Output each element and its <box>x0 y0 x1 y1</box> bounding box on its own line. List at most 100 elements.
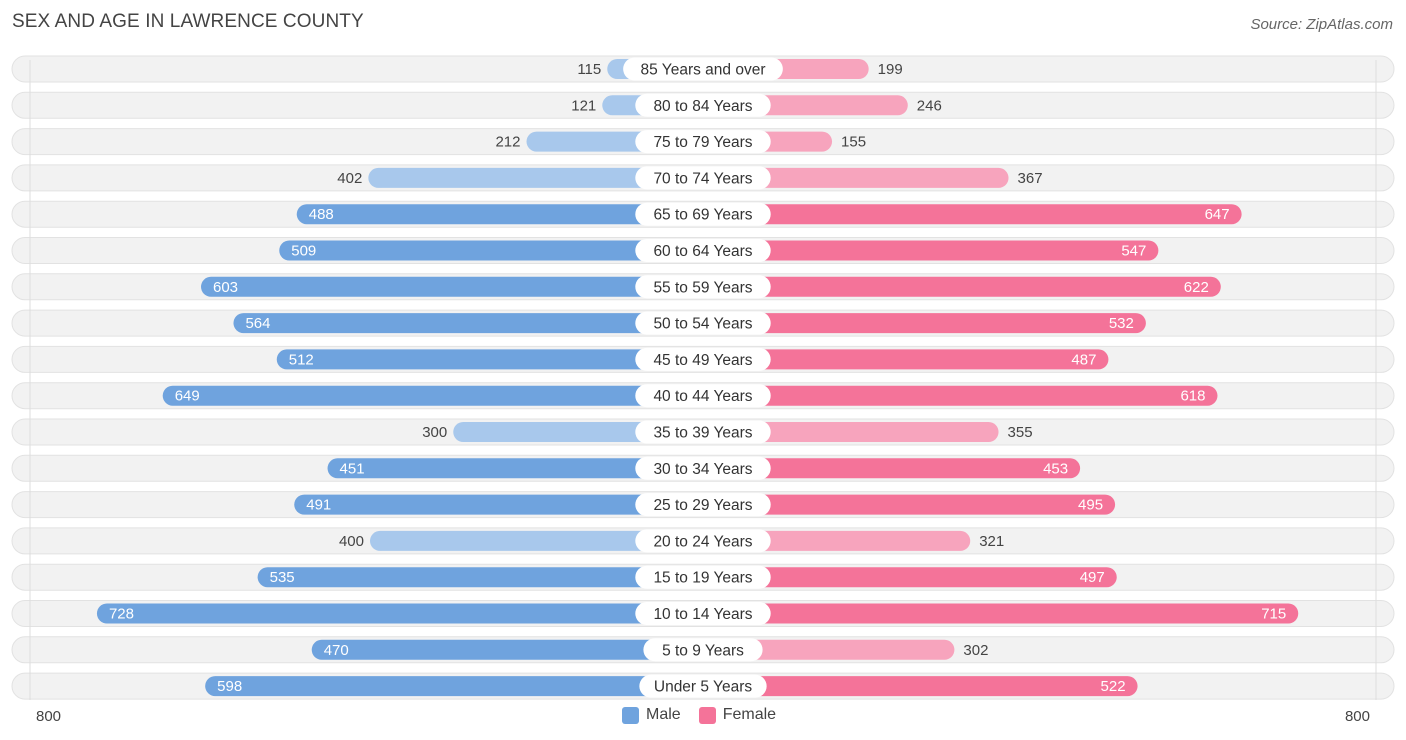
value-label-male: 649 <box>175 388 200 405</box>
category-label: 70 to 74 Years <box>653 170 752 187</box>
category-pill <box>635 166 771 190</box>
category-label: 65 to 69 Years <box>653 207 752 224</box>
value-label-female: 495 <box>1078 497 1103 514</box>
bar-female <box>703 458 1081 479</box>
category-label: 35 to 39 Years <box>653 425 752 442</box>
population-pyramid-chart: 115 199 85 Years and over 121 246 80 to 84 Ye… <box>11 55 1395 700</box>
value-label-male: 115 <box>577 61 601 78</box>
category-pill <box>635 202 771 226</box>
bar-female <box>703 676 1138 697</box>
value-label-female: 355 <box>1008 424 1033 441</box>
bar-female <box>703 167 1009 188</box>
value-label-male: 512 <box>289 351 314 368</box>
category-pill <box>635 565 771 589</box>
value-label-female: 487 <box>1071 351 1096 368</box>
value-label-male: 564 <box>245 315 270 332</box>
bar-female <box>703 530 971 551</box>
value-label-female: 497 <box>1080 569 1105 586</box>
category-label: 45 to 49 Years <box>653 352 752 369</box>
legend-item-female: Female <box>698 706 776 724</box>
category-pill <box>635 311 771 335</box>
category-pill <box>635 93 771 117</box>
legend-swatch-male <box>622 706 639 724</box>
bar-male <box>327 458 703 479</box>
category-label: 50 to 54 Years <box>653 316 752 333</box>
bar-male <box>370 530 703 551</box>
bar-male <box>162 385 703 406</box>
bar-male <box>233 313 703 334</box>
axis-right-label: 800 <box>1344 708 1370 725</box>
value-label-male: 400 <box>339 533 364 550</box>
bar-male <box>257 567 703 588</box>
category-label: 5 to 9 Years <box>662 642 744 659</box>
category-label: 10 to 14 Years <box>653 606 752 623</box>
chart-source: Source: ZipAtlas.com <box>1250 16 1393 33</box>
category-label: 40 to 44 Years <box>653 388 752 405</box>
value-label-male: 121 <box>571 97 596 114</box>
legend-swatch-female <box>698 706 716 724</box>
value-label-female: 453 <box>1043 460 1068 477</box>
value-label-female: 622 <box>1184 279 1209 296</box>
bar-male <box>205 676 704 697</box>
value-label-female: 532 <box>1109 315 1134 332</box>
bar-female <box>703 603 1299 624</box>
value-label-female: 246 <box>917 97 942 114</box>
chart-title: SEX AND AGE IN LAWRENCE COUNTY <box>12 11 364 32</box>
legend-item-male: Male <box>622 706 681 724</box>
category-label: 20 to 24 Years <box>653 533 752 550</box>
value-label-male: 212 <box>495 134 520 151</box>
category-label: Under 5 Years <box>654 679 752 696</box>
bar-female <box>703 204 1242 225</box>
category-pill <box>635 420 771 444</box>
value-label-male: 598 <box>217 678 242 695</box>
legend-label-male: Male <box>646 706 681 723</box>
value-label-male: 402 <box>337 170 362 187</box>
category-pill <box>635 239 771 262</box>
value-label-female: 155 <box>841 134 866 151</box>
value-label-male: 451 <box>340 460 365 477</box>
bar-female <box>703 567 1117 588</box>
bar-female <box>703 385 1218 406</box>
category-label: 75 to 79 Years <box>653 134 752 151</box>
category-pill <box>635 602 771 625</box>
value-label-female: 647 <box>1205 206 1230 223</box>
bar-male <box>311 639 703 660</box>
bar-female <box>703 276 1221 297</box>
category-pill <box>635 493 771 517</box>
bar-male <box>368 167 703 188</box>
value-label-male: 470 <box>324 642 349 659</box>
category-label: 55 to 59 Years <box>653 279 752 296</box>
category-pill <box>635 529 771 553</box>
value-label-female: 321 <box>979 533 1004 550</box>
bar-female <box>703 240 1159 261</box>
category-label: 85 Years and over <box>641 62 766 79</box>
value-label-male: 603 <box>213 279 238 296</box>
bar-female <box>703 313 1146 334</box>
value-label-male: 488 <box>309 206 334 223</box>
category-pill <box>635 384 771 408</box>
chart-legend: Male Female <box>622 706 794 724</box>
value-label-male: 728 <box>109 606 134 623</box>
value-label-female: 522 <box>1101 678 1126 695</box>
value-label-male: 491 <box>306 497 331 514</box>
bar-male <box>296 204 703 225</box>
value-label-male: 535 <box>270 569 295 586</box>
value-label-female: 547 <box>1121 243 1146 260</box>
category-pill <box>643 638 763 662</box>
value-label-female: 199 <box>878 61 903 78</box>
bar-male <box>276 349 703 370</box>
value-label-female: 302 <box>963 642 988 659</box>
category-pill <box>635 456 771 480</box>
bar-female <box>703 494 1116 515</box>
bar-male <box>201 276 703 297</box>
bar-female <box>703 349 1109 370</box>
bar-female <box>703 639 955 660</box>
category-label: 15 to 19 Years <box>653 570 752 587</box>
category-pill <box>635 347 771 371</box>
category-pill <box>623 57 783 81</box>
value-label-female: 715 <box>1261 606 1286 623</box>
value-label-female: 367 <box>1018 170 1043 187</box>
category-label: 60 to 64 Years <box>653 243 752 260</box>
axis-left-label: 800 <box>36 708 62 725</box>
bar-female <box>703 422 999 442</box>
